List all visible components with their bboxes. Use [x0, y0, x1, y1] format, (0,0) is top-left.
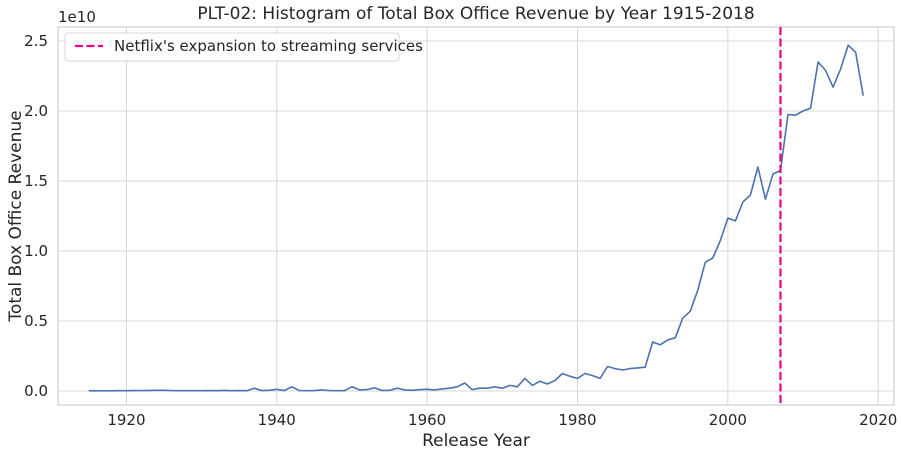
- series-line-box-office-revenue: [88, 44, 864, 392]
- grid: [58, 27, 894, 405]
- plot-frame: [57, 26, 895, 406]
- x-tick-label: 2020: [859, 411, 897, 429]
- x-tick-label: 1960: [408, 411, 446, 429]
- y-offset-label: 1e10: [58, 8, 96, 26]
- y-axis-label: Total Box Office Revenue: [6, 110, 26, 322]
- y-ticks: 0.0 0.5 1.0 1.5 2.0 2.5: [24, 32, 48, 400]
- chart-title: PLT-02: Histogram of Total Box Office Re…: [197, 4, 754, 24]
- legend-box: [64, 32, 400, 62]
- x-tick-label: 2000: [709, 411, 747, 429]
- legend: Netflix's expansion to streaming service…: [64, 32, 423, 62]
- y-tick-label: 1.0: [24, 242, 48, 260]
- x-tick-label: 1920: [107, 411, 145, 429]
- y-tick-label: 1.5: [24, 172, 48, 190]
- y-tick-label: 0.0: [24, 382, 48, 400]
- y-tick-label: 2.5: [24, 32, 48, 50]
- y-tick-label: 2.0: [24, 102, 48, 120]
- legend-label-netflix: Netflix's expansion to streaming service…: [114, 37, 423, 55]
- y-tick-label: 0.5: [24, 312, 48, 330]
- x-ticks: 1920 1940 1960 1980 2000 2020: [107, 411, 897, 429]
- x-axis-label: Release Year: [422, 431, 530, 451]
- x-tick-label: 1980: [558, 411, 596, 429]
- x-tick-label: 1940: [258, 411, 296, 429]
